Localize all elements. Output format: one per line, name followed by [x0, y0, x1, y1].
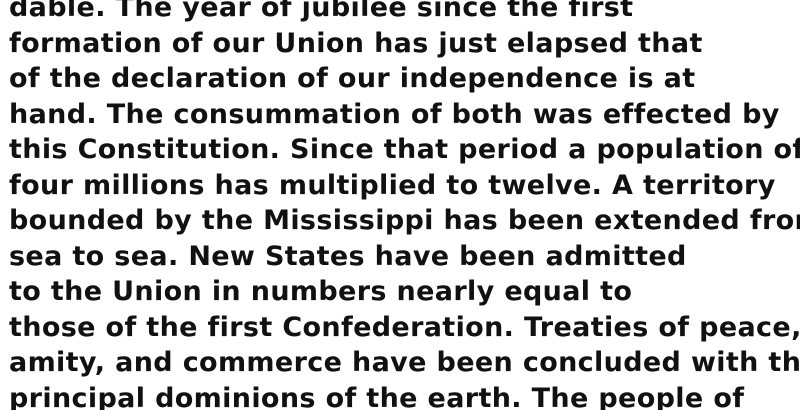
text-line: bounded by the Mississippi has been exte…: [9, 203, 800, 239]
text-line: those of the first Confederation. Treati…: [9, 310, 800, 346]
text-line: hand. The consummation of both was effec…: [9, 97, 800, 133]
text-line: dable. The year of jubilee since the fir…: [9, 0, 800, 26]
text-line: this Constitution. Since that period a p…: [9, 132, 800, 168]
text-line: to the Union in numbers nearly equal to: [9, 274, 800, 310]
text-line: four millions has multiplied to twelve. …: [9, 168, 800, 204]
document-page: dable. The year of jubilee since the fir…: [9, 0, 800, 410]
text-line: of the declaration of our independence i…: [9, 61, 800, 97]
text-line: sea to sea. New States have been admitte…: [9, 239, 800, 275]
text-line: formation of our Union has just elapsed …: [9, 26, 800, 62]
text-line: principal dominions of the earth. The pe…: [9, 381, 800, 410]
text-line: amity, and commerce have been concluded …: [9, 345, 800, 381]
